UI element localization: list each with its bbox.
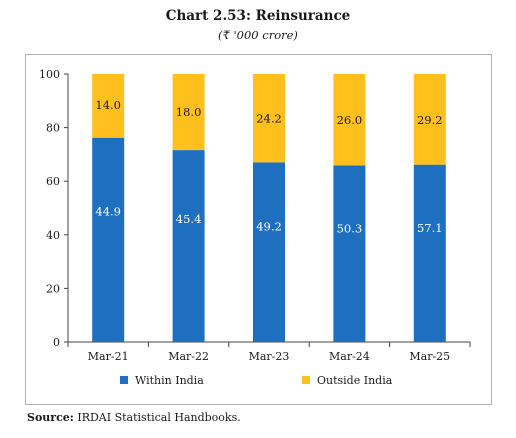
bar-outside-india xyxy=(172,74,205,151)
data-label-outside-india: 29.2 xyxy=(417,113,443,127)
bar-within-india xyxy=(333,165,366,342)
bar-outside-india xyxy=(253,74,285,163)
y-tick-label: 100 xyxy=(39,68,60,81)
y-tick-label: 60 xyxy=(46,175,60,188)
bar-outside-india xyxy=(413,74,446,165)
source-note: Source: IRDAI Statistical Handbooks. xyxy=(27,411,241,424)
data-label-within-india: 45.4 xyxy=(176,212,202,226)
bar-outside-india xyxy=(92,74,125,138)
y-tick-label: 0 xyxy=(53,336,60,349)
data-label-within-india: 44.9 xyxy=(95,204,121,218)
x-tick-label: Mar-22 xyxy=(168,350,209,363)
bar-within-india xyxy=(172,150,205,342)
chart-subtitle: (₹ '000 crore) xyxy=(218,28,298,42)
data-label-outside-india: 24.2 xyxy=(256,112,282,126)
source-label: Source: xyxy=(27,411,74,424)
legend-label: Outside India xyxy=(317,374,393,387)
chart-title: Chart 2.53: Reinsurance xyxy=(165,8,351,24)
data-label-within-india: 49.2 xyxy=(256,220,282,234)
bar-within-india xyxy=(92,137,125,342)
x-tick-label: Mar-23 xyxy=(249,350,290,363)
data-label-within-india: 57.1 xyxy=(417,221,443,235)
legend-label: Within India xyxy=(135,374,204,387)
data-label-outside-india: 26.0 xyxy=(337,113,363,127)
x-tick-label: Mar-25 xyxy=(409,350,450,363)
data-label-within-india: 50.3 xyxy=(337,221,363,235)
bar-within-india xyxy=(253,162,285,342)
data-label-outside-india: 18.0 xyxy=(176,105,202,119)
bar-outside-india xyxy=(333,74,366,166)
legend-swatch xyxy=(120,376,128,384)
y-tick-label: 20 xyxy=(46,282,60,295)
chart-frame xyxy=(25,54,492,405)
data-label-outside-india: 14.0 xyxy=(95,98,121,112)
source-text: IRDAI Statistical Handbooks. xyxy=(77,411,241,424)
y-tick-label: 80 xyxy=(46,122,60,135)
bar-within-india xyxy=(413,164,446,342)
x-tick-label: Mar-21 xyxy=(88,350,129,363)
legend-swatch xyxy=(302,376,310,384)
x-tick-label: Mar-24 xyxy=(329,350,370,363)
y-tick-label: 40 xyxy=(46,229,60,242)
